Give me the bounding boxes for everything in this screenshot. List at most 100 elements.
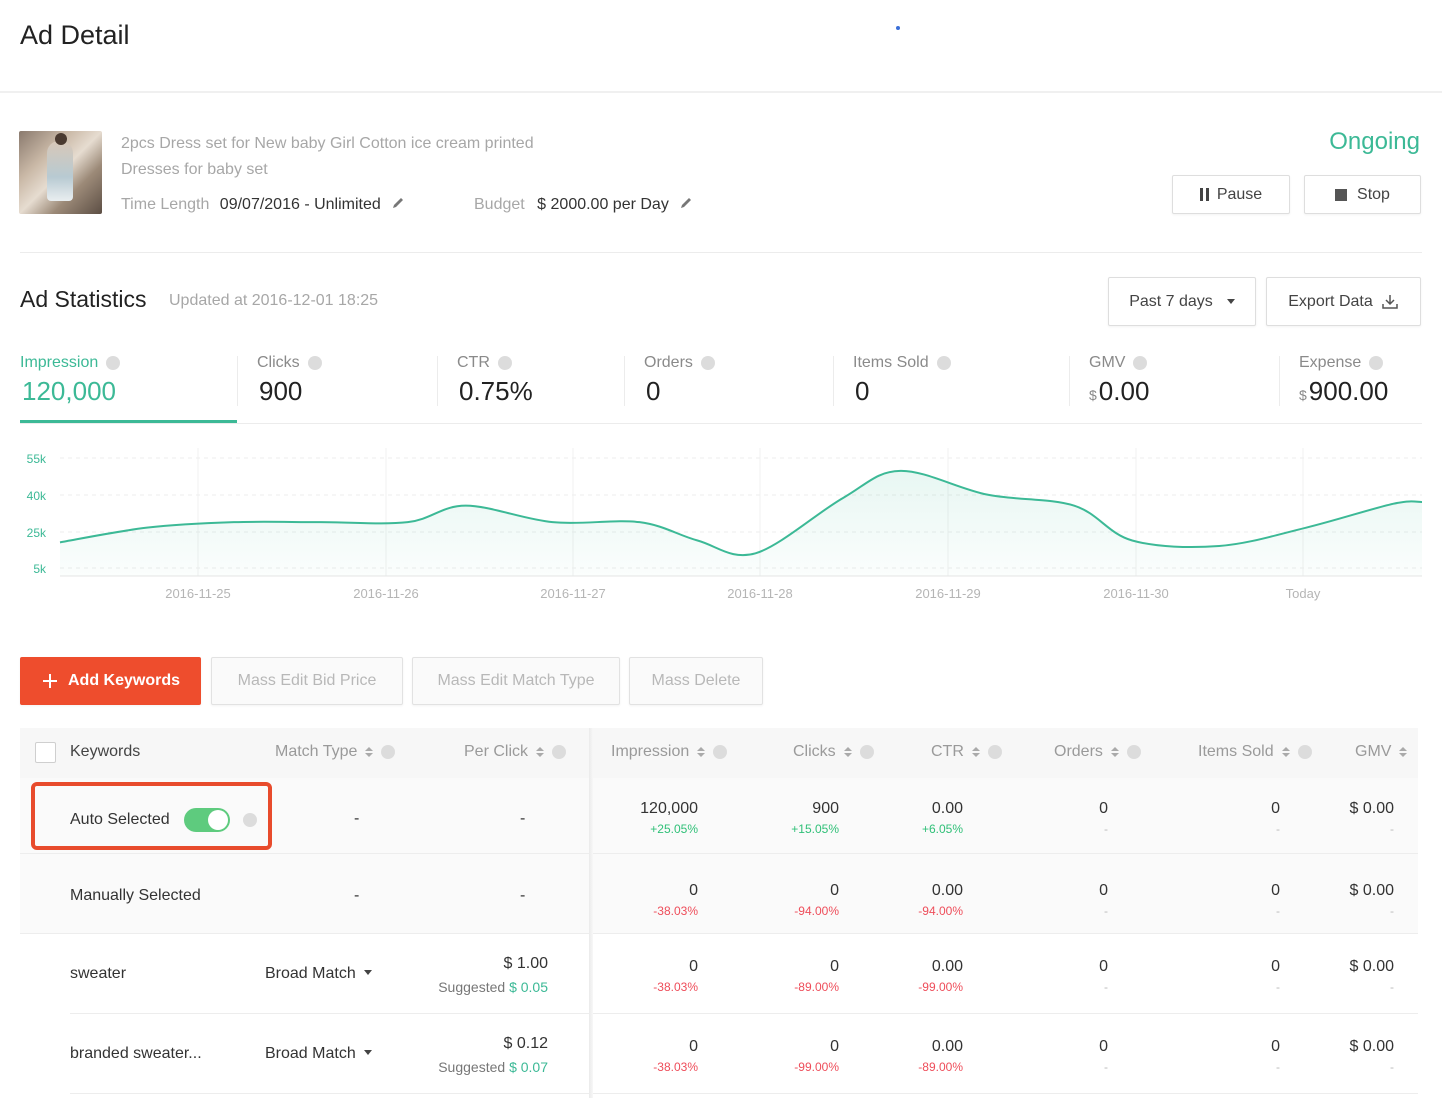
keyword-cell[interactable]: sweater	[70, 965, 127, 982]
stat-divider	[437, 356, 438, 406]
product-thumbnail[interactable]	[19, 131, 102, 214]
help-icon[interactable]	[1369, 356, 1384, 370]
edit-time-icon[interactable]	[391, 196, 405, 210]
pause-label: Pause	[1216, 185, 1263, 203]
col-per-click[interactable]: Per Click	[464, 743, 567, 761]
help-icon[interactable]	[700, 356, 715, 370]
per-click-cell[interactable]: $ 1.00 Suggested $ 0.05	[438, 955, 548, 995]
time-length-value: 09/07/2016 - Unlimited	[219, 196, 381, 213]
orders-cell: 0-	[1099, 1038, 1108, 1074]
auto-selected-toggle[interactable]	[184, 808, 231, 832]
clicks-cell: 0 -94.00%	[794, 882, 839, 918]
sort-icon	[971, 747, 980, 757]
per-click-cell: -	[520, 810, 526, 827]
x-tick-label: 2016-11-30	[1103, 586, 1169, 601]
stat-impression-value: 120,000	[22, 376, 116, 406]
time-length-label: Time Length	[121, 196, 210, 213]
series-line	[59, 469, 1422, 557]
per-click-cell[interactable]: $ 0.12 Suggested $ 0.07	[438, 1035, 548, 1075]
product-divider	[20, 252, 1422, 253]
col-impression[interactable]: Impression	[611, 743, 728, 761]
help-icon	[1126, 745, 1141, 759]
status-badge: Ongoing	[1329, 128, 1420, 155]
stat-orders[interactable]: Orders 0	[644, 354, 715, 424]
match-type-select[interactable]: Broad Match	[265, 1045, 372, 1063]
stat-ctr[interactable]: CTR 0.75%	[457, 354, 533, 424]
help-icon	[381, 745, 396, 759]
help-icon[interactable]	[936, 356, 951, 370]
stat-prefix: $	[1299, 387, 1307, 403]
impression-chart: 55k 40k 25k 5k 2016-11-25 2016-11-26 2016-11-2…	[27, 448, 1422, 601]
gmv-cell: $ 0.00-	[1349, 958, 1394, 994]
stat-clicks[interactable]: Clicks 900	[257, 354, 322, 424]
gmv-cell: $ 0.00-	[1349, 1038, 1394, 1074]
impression-cell: 0 -38.03%	[653, 958, 698, 994]
help-icon	[987, 745, 1002, 759]
items-sold-cell: 0-	[1271, 882, 1280, 918]
orders-cell: 0-	[1099, 800, 1108, 836]
loading-dot	[896, 26, 900, 30]
stop-icon	[1335, 188, 1348, 201]
col-gmv[interactable]: GMV	[1355, 743, 1408, 761]
col-match-type[interactable]: Match Type	[275, 743, 396, 761]
stat-items-sold[interactable]: Items Sold 0	[853, 354, 951, 424]
y-tick-label: 5k	[33, 562, 47, 576]
active-tab-indicator	[20, 420, 237, 423]
keyword-cell: Manually Selected	[70, 887, 201, 904]
period-value: Past 7 days	[1129, 292, 1213, 310]
ctr-cell: 0.00 -94.00%	[918, 882, 963, 918]
sort-icon	[536, 747, 545, 757]
pause-button[interactable]: Pause	[1172, 175, 1290, 214]
col-items-sold[interactable]: Items Sold	[1198, 743, 1312, 761]
stat-gmv[interactable]: GMV $0.00	[1089, 354, 1149, 424]
stop-button[interactable]: Stop	[1304, 175, 1421, 214]
add-keywords-label: Add Keywords	[67, 672, 180, 689]
chevron-down-icon	[363, 1050, 372, 1055]
help-icon[interactable]	[497, 356, 512, 370]
y-tick-label: 40k	[27, 489, 47, 503]
help-icon[interactable]	[1133, 356, 1148, 370]
stat-divider	[237, 356, 238, 406]
help-icon[interactable]	[242, 813, 257, 827]
stat-orders-value: 0	[646, 376, 661, 406]
help-icon	[1297, 745, 1312, 759]
clicks-cell: 0 -89.00%	[794, 958, 839, 994]
help-icon[interactable]	[106, 356, 121, 370]
match-type-select[interactable]: Broad Match	[265, 965, 372, 983]
help-icon[interactable]	[307, 356, 322, 370]
export-data-button[interactable]: Export Data	[1266, 277, 1421, 326]
stat-impression[interactable]: Impression 120,000	[20, 354, 121, 424]
product-title[interactable]: 2pcs Dress set for New baby Girl Cotton …	[121, 135, 534, 178]
edit-budget-icon[interactable]	[679, 196, 693, 210]
budget-value: $ 2000.00 per Day	[537, 196, 669, 213]
page-title: Ad Detail	[20, 20, 130, 50]
help-icon	[552, 745, 567, 759]
mass-edit-bid-button[interactable]: Mass Edit Bid Price	[211, 657, 403, 705]
stat-ctr-label: CTR	[457, 354, 490, 371]
ctr-cell: 0.00 -89.00%	[918, 1038, 963, 1074]
stat-gmv-label: GMV	[1089, 354, 1126, 371]
select-all-checkbox[interactable]	[35, 742, 56, 763]
time-length: Time Length 09/07/2016 - Unlimited	[121, 196, 405, 214]
add-keywords-button[interactable]: Add Keywords	[20, 657, 201, 705]
col-clicks[interactable]: Clicks	[793, 743, 874, 761]
period-select[interactable]: Past 7 days	[1108, 277, 1256, 326]
x-tick-label: 2016-11-26	[353, 586, 419, 601]
col-orders[interactable]: Orders	[1054, 743, 1141, 761]
impression-cell: 120,000 +25.05%	[640, 800, 698, 836]
frozen-column-separator	[589, 728, 593, 1098]
stat-clicks-value: 900	[259, 376, 303, 406]
mass-delete-button[interactable]: Mass Delete	[629, 657, 763, 705]
mass-edit-match-button[interactable]: Mass Edit Match Type	[412, 657, 620, 705]
keyword-cell[interactable]: branded sweater...	[70, 1045, 202, 1062]
ad-statistics-title: Ad Statistics	[20, 286, 147, 312]
orders-cell: 0-	[1099, 882, 1108, 918]
impression-cell: 0 -38.03%	[653, 882, 698, 918]
stat-expense[interactable]: Expense $900.00	[1299, 354, 1388, 424]
stat-orders-label: Orders	[644, 354, 693, 371]
stat-ctr-value: 0.75%	[459, 376, 533, 406]
y-tick-label: 55k	[27, 452, 47, 466]
col-ctr[interactable]: CTR	[931, 743, 1002, 761]
chevron-down-icon	[1226, 299, 1235, 304]
sort-icon	[365, 747, 374, 757]
